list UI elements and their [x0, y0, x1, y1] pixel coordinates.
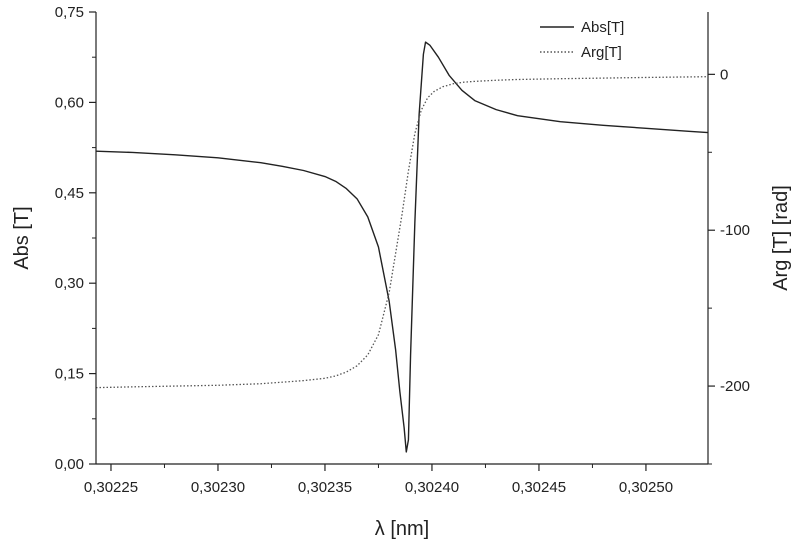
y2-tick-label: 0: [720, 66, 728, 83]
y-tick-label: 0,30: [55, 275, 84, 292]
series-line-arg: [96, 76, 708, 389]
y2-tick-label: -200: [720, 378, 750, 395]
series-line-abs: [96, 41, 708, 453]
x-tick-label: 0,30225: [84, 479, 138, 496]
y2-tick-label: -100: [720, 222, 750, 239]
x-tick-label: 0,30245: [512, 479, 566, 496]
x-tick-label: 0,30240: [405, 479, 459, 496]
y-tick-label: 0,60: [55, 94, 84, 111]
legend-label-abs: Abs[T]: [581, 19, 624, 36]
plot-area: [96, 41, 708, 453]
x-tick-label: 0,30235: [298, 479, 352, 496]
y-tick-label: 0,75: [55, 4, 84, 21]
axes: 0,30225 0,30230 0,30235 0,30240 0,30245 0,302…: [55, 4, 750, 496]
legend: Abs[T] Arg[T]: [540, 19, 624, 61]
y-axis-title: Abs [T]: [11, 206, 33, 269]
y-tick-label: 0,45: [55, 185, 84, 202]
x-tick-label: 0,30230: [191, 479, 245, 496]
x-tick-label: 0,30250: [619, 479, 673, 496]
y2-axis-title: Arg [T] [rad]: [770, 185, 792, 291]
y-tick-label: 0,15: [55, 366, 84, 383]
y-tick-label: 0,00: [55, 456, 84, 473]
x-axis-title: λ [nm]: [375, 518, 429, 540]
legend-label-arg: Arg[T]: [581, 44, 622, 61]
